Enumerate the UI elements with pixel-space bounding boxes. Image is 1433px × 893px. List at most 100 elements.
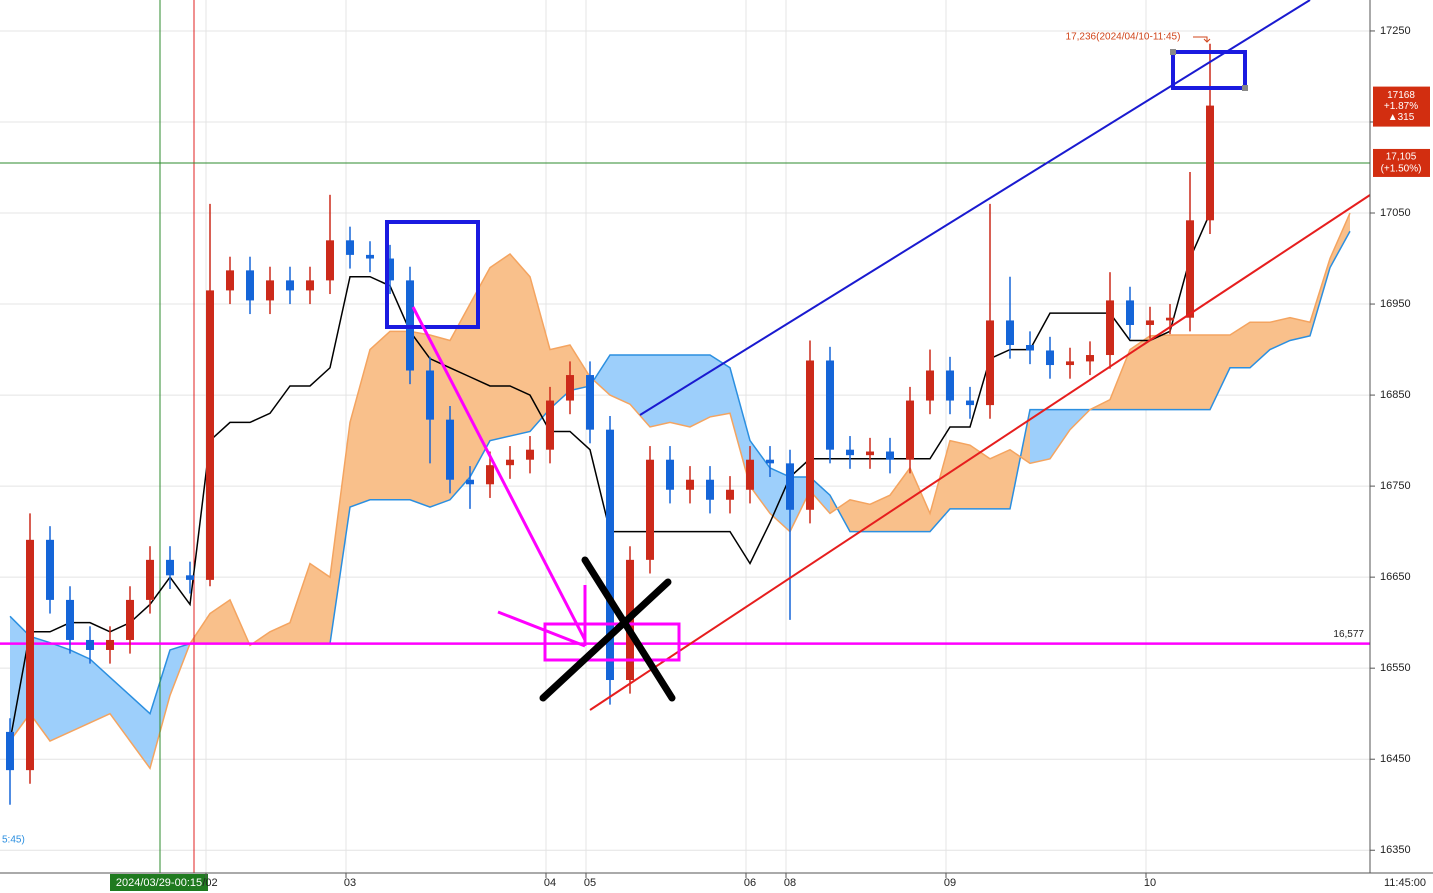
cloud-segment [1210, 334, 1230, 410]
candle-body [746, 459, 754, 490]
cloud-segment [1290, 317, 1310, 341]
cloud-segment [970, 445, 990, 509]
cloud-segment [1170, 334, 1190, 410]
candle-body [766, 459, 774, 464]
highlight-box [543, 622, 681, 662]
candle-body [1146, 320, 1154, 325]
handle [1242, 85, 1248, 91]
cloud-segment [130, 695, 150, 769]
candle-body [666, 459, 674, 490]
candle-body [906, 400, 914, 460]
cloud-segment [490, 253, 510, 441]
candle-body [126, 599, 134, 640]
candle-body [446, 419, 454, 480]
x-tick-label: 04 [544, 877, 556, 889]
x-tick-label: 10 [1144, 877, 1156, 889]
price-label: 17168 [1387, 90, 1415, 101]
candle-body [526, 449, 534, 460]
candle-body [386, 258, 394, 281]
cloud-segment [110, 677, 130, 742]
candle-body [646, 459, 654, 560]
cloud-segment [930, 440, 950, 532]
cloud-segment [1110, 349, 1130, 410]
y-tick-label: 17250 [1380, 25, 1411, 37]
handle [1170, 49, 1176, 55]
candle-body [966, 400, 974, 406]
candle-body [106, 639, 114, 650]
candle-body [1086, 355, 1094, 362]
candle-body [486, 465, 494, 485]
candle-body [926, 370, 934, 401]
lower-trendline [589, 194, 1370, 711]
x-tick-label: 09 [944, 877, 956, 889]
candle-body [306, 280, 314, 291]
arrow [411, 306, 587, 641]
candle-body [586, 375, 594, 430]
candle-body [1206, 105, 1214, 221]
price-box [1373, 86, 1430, 127]
x-tick-label: 03 [344, 877, 356, 889]
cloud-segment [1030, 409, 1050, 464]
candle-body [1026, 345, 1034, 351]
cloud-segment [910, 467, 930, 532]
x-tick-label: 08 [784, 877, 796, 889]
candle-body [186, 575, 194, 580]
cloud-segment [510, 253, 530, 437]
highlight-box [385, 220, 480, 329]
candle-body [66, 599, 74, 640]
candle-body [706, 479, 714, 500]
cloud-segment [1150, 334, 1170, 410]
candle-body [1046, 350, 1054, 366]
cloud-segment [730, 367, 750, 487]
cloud-segment [570, 345, 590, 391]
reference-sublabel: (+1.50%) [1381, 164, 1422, 175]
cloud-segment [450, 304, 470, 500]
candle-body [1126, 300, 1134, 325]
y-tick-label: 16450 [1380, 753, 1411, 765]
candle-body [986, 320, 994, 406]
cloud-segment [310, 563, 330, 644]
candle-body [946, 370, 954, 401]
cloud-segment [610, 355, 630, 405]
candle-body [1066, 361, 1074, 366]
candle-body [366, 254, 374, 259]
cloud-segment [1130, 335, 1150, 410]
candle-body [886, 451, 894, 460]
cloud-segment [710, 355, 730, 417]
cloud-segment [70, 649, 90, 732]
x-tick-label: 06 [744, 877, 756, 889]
candle-body [206, 290, 214, 580]
cloud-segment [410, 331, 430, 508]
price-change-pct: +1.87% [1384, 101, 1418, 112]
cloud-layer [9, 212, 1351, 771]
y-tick-label: 16750 [1380, 480, 1411, 492]
candle-body [246, 270, 254, 301]
cloud-segment [750, 440, 770, 514]
candle-body [846, 449, 854, 456]
high-arrow [1193, 36, 1211, 43]
candle-body [826, 360, 834, 450]
reference-box [1373, 148, 1430, 177]
cross-mark [581, 556, 676, 702]
price-change: ▲315 [1388, 112, 1415, 123]
highlight-box [1171, 50, 1247, 90]
candle-body [266, 280, 274, 301]
candle-body [426, 370, 434, 420]
cloud-segment [810, 477, 830, 514]
x-tick-label: 05 [584, 877, 596, 889]
cloud-segment [950, 440, 970, 509]
candle-body [466, 479, 474, 485]
x-tick-label: /02 [202, 877, 217, 889]
candle-body [146, 559, 154, 600]
cut-label: 5:45) [2, 835, 25, 846]
candle-body [326, 240, 334, 281]
y-tick-label: 17050 [1380, 207, 1411, 219]
y-tick-label: 16650 [1380, 571, 1411, 583]
candle-body [686, 479, 694, 490]
cursor-label: 2024/03/29-00:15 [116, 877, 202, 889]
upper-trendline [639, 0, 1311, 416]
cloud-segment [1230, 322, 1250, 368]
